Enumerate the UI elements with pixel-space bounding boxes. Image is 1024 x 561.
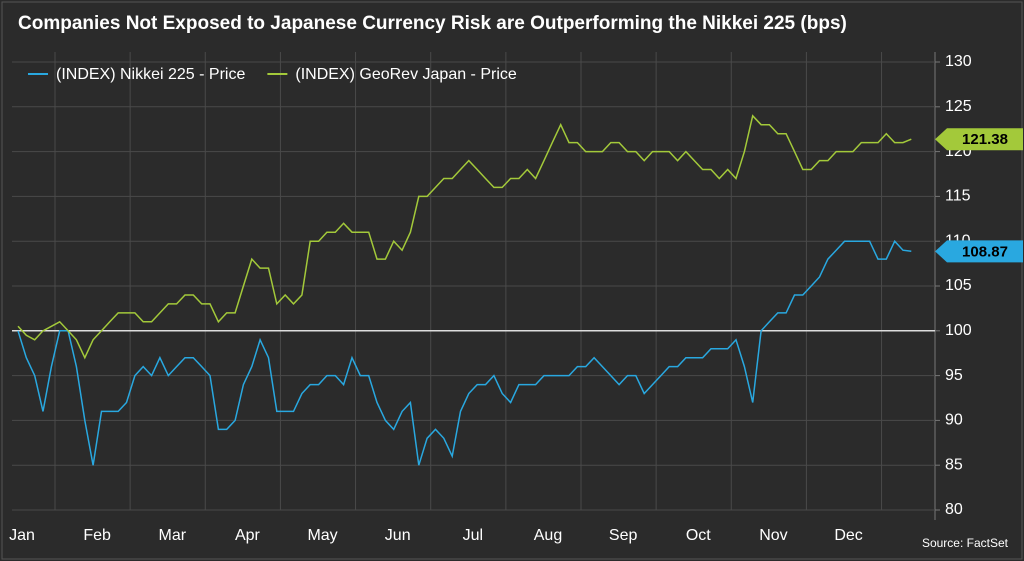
y-tick-label: 90 bbox=[945, 412, 963, 429]
y-tick-label: 80 bbox=[945, 501, 963, 518]
y-tick-label: 95 bbox=[945, 367, 963, 384]
legend-label: (INDEX) GeoRev Japan - Price bbox=[295, 66, 517, 83]
series-line bbox=[17, 239, 912, 466]
y-tick-label: 125 bbox=[945, 98, 972, 115]
x-tick-label: Jun bbox=[385, 527, 411, 544]
source: Source: FactSet bbox=[922, 536, 1009, 550]
y-tick-label: 105 bbox=[945, 277, 972, 294]
x-tick-label: May bbox=[307, 527, 337, 544]
x-tick-label: Oct bbox=[686, 527, 711, 544]
legend-label: (INDEX) Nikkei 225 - Price bbox=[56, 66, 245, 83]
x-tick-label: Aug bbox=[534, 527, 562, 544]
end-label-box bbox=[935, 240, 1023, 263]
end-label-box bbox=[935, 128, 1023, 151]
y-tick-label: 100 bbox=[945, 322, 972, 339]
x-tick-label: Feb bbox=[83, 527, 111, 544]
end-label: 108.87 bbox=[962, 243, 1008, 260]
x-tick-label: Nov bbox=[759, 527, 787, 544]
y-tick-label: 85 bbox=[945, 456, 963, 473]
end-label: 121.38 bbox=[962, 131, 1008, 148]
x-tick-label: Mar bbox=[159, 527, 187, 544]
x-tick-label: Apr bbox=[235, 527, 261, 544]
chart-title: Companies Not Exposed to Japanese Curren… bbox=[18, 13, 847, 34]
x-tick-label: Jan bbox=[9, 527, 35, 544]
y-tick-label: 130 bbox=[945, 53, 972, 70]
x-tick-label: Sep bbox=[609, 527, 638, 544]
y-tick-label: 115 bbox=[945, 188, 971, 205]
x-tick-label: Dec bbox=[834, 527, 862, 544]
series-line bbox=[17, 114, 912, 360]
x-tick-label: Jul bbox=[463, 527, 483, 544]
